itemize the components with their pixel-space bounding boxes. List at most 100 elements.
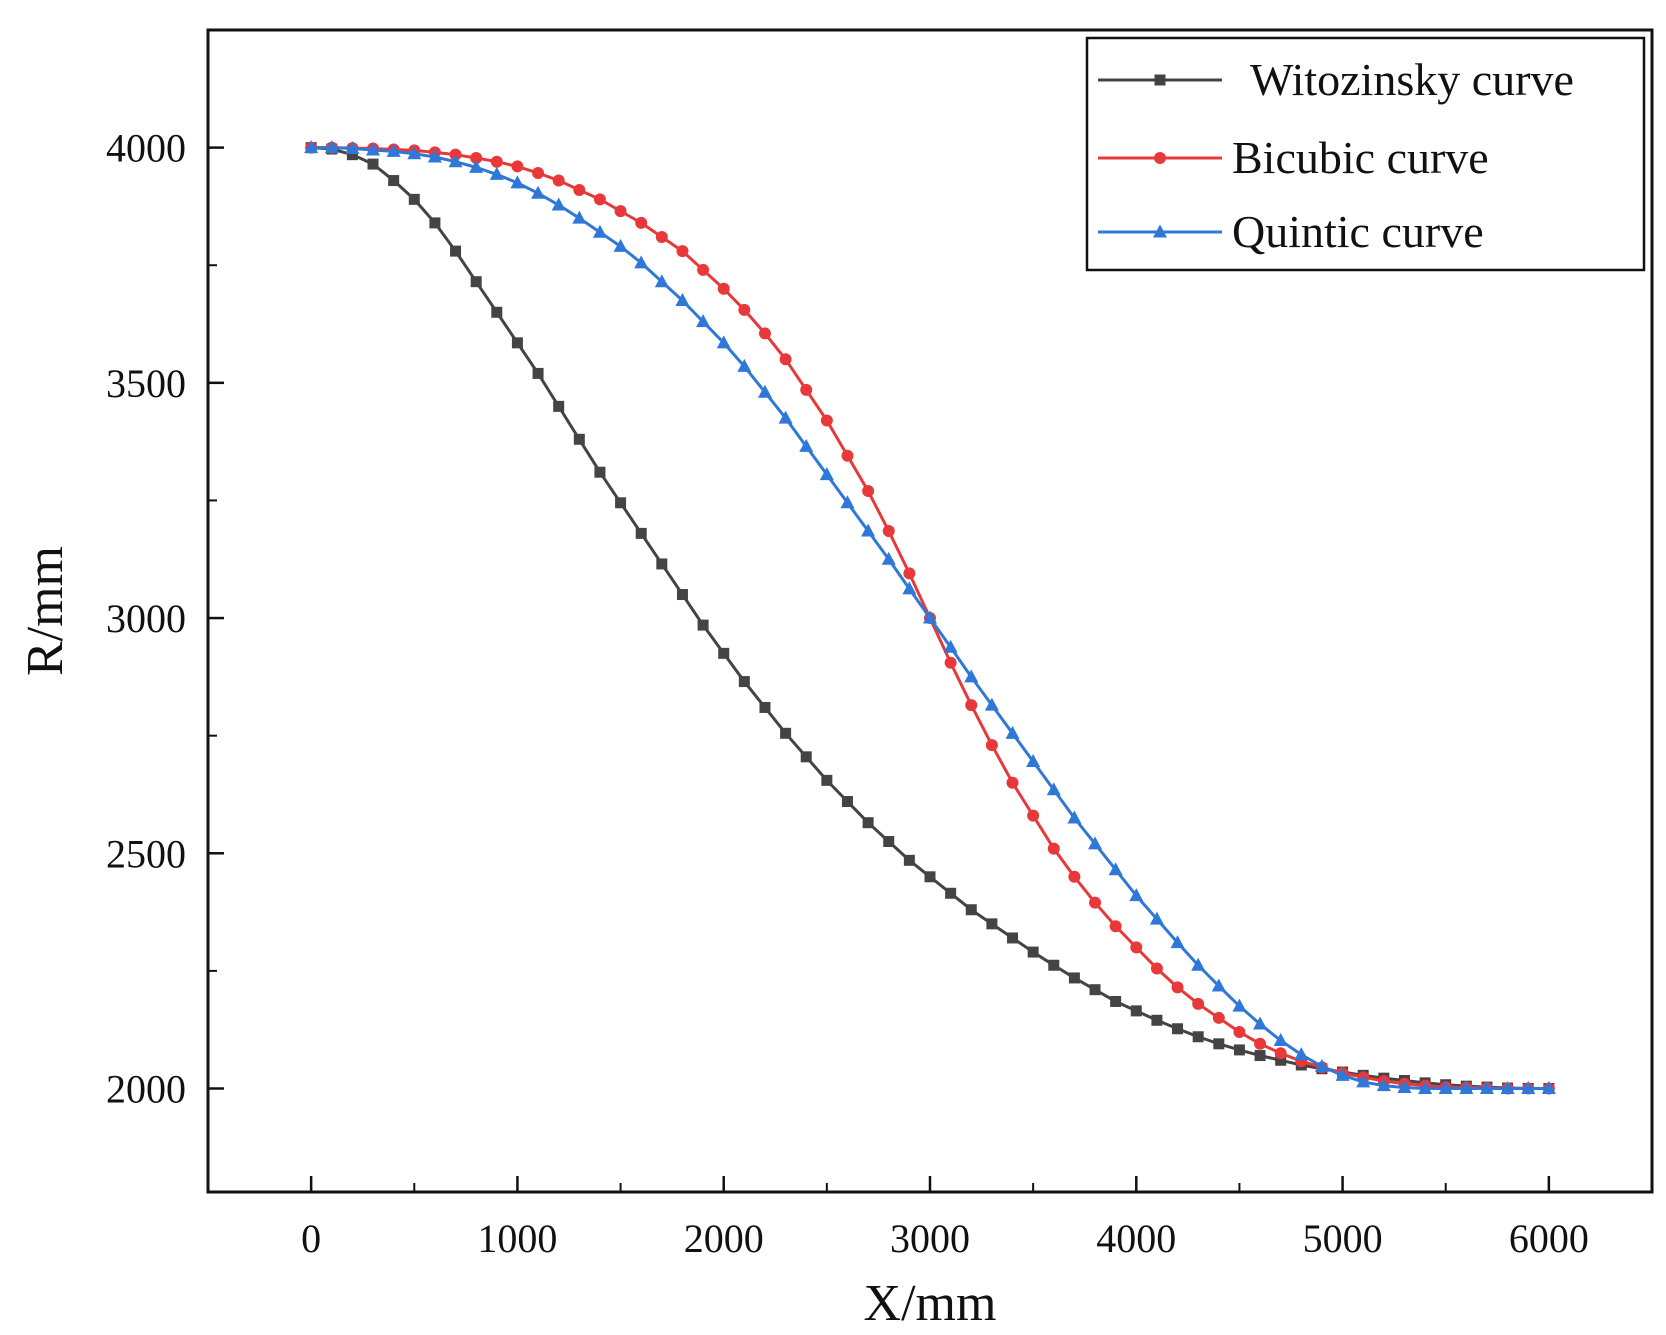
data-point (1047, 842, 1060, 855)
data-point (634, 255, 649, 269)
data-point (592, 224, 607, 238)
data-point (1479, 1081, 1494, 1095)
x-tick-label: 3000 (890, 1216, 970, 1261)
data-point (882, 525, 895, 538)
data-point (862, 817, 874, 829)
data-point (985, 739, 998, 752)
data-point (1192, 1031, 1204, 1043)
data-point (1171, 981, 1184, 994)
data-point (1130, 1005, 1142, 1017)
data-point (511, 337, 523, 349)
data-point (367, 158, 379, 170)
data-point (635, 216, 648, 229)
y-tick-label: 2500 (106, 831, 186, 876)
data-point (427, 149, 442, 163)
data-point (1459, 1081, 1474, 1095)
data-point (716, 335, 731, 349)
data-point (924, 871, 936, 883)
y-axis-label: R/mm (17, 546, 74, 676)
data-point (1356, 1074, 1371, 1088)
data-point (1170, 935, 1185, 949)
data-point (1294, 1047, 1309, 1061)
data-point (1541, 1081, 1556, 1095)
data-point (614, 205, 627, 218)
data-point (470, 151, 483, 164)
data-point (469, 159, 484, 173)
legend-label: Quintic curve (1232, 206, 1484, 257)
y-tick-label: 4000 (106, 126, 186, 171)
data-point (594, 466, 606, 478)
data-point (718, 647, 730, 659)
data-point (448, 154, 463, 168)
data-point (737, 358, 752, 372)
data-point (697, 619, 709, 631)
data-point (759, 701, 771, 713)
x-tick-label: 5000 (1303, 1216, 1383, 1261)
data-point (531, 185, 546, 199)
data-point (902, 581, 917, 595)
data-point (1068, 972, 1080, 984)
data-point (697, 263, 710, 276)
data-point (1254, 1037, 1267, 1050)
data-point (1027, 809, 1040, 822)
data-point (1253, 1016, 1268, 1030)
data-point (1233, 1026, 1246, 1039)
data-point (1005, 725, 1020, 739)
data-point (779, 353, 792, 366)
data-point (532, 367, 544, 379)
series-layer (304, 140, 1556, 1095)
data-point (1088, 836, 1103, 850)
data-point (450, 245, 462, 257)
y-tick-label: 3500 (106, 361, 186, 406)
legend-marker (1153, 224, 1167, 238)
data-point (1418, 1081, 1433, 1095)
data-point (819, 467, 834, 481)
data-point (923, 610, 937, 624)
data-point (1274, 1047, 1287, 1060)
data-point (881, 551, 896, 565)
data-point (861, 523, 876, 537)
data-point (1109, 920, 1122, 933)
x-tick-label: 4000 (1096, 1216, 1176, 1261)
y-tick-label: 3000 (106, 596, 186, 641)
data-point (1048, 959, 1060, 971)
data-point (491, 306, 503, 318)
data-point (615, 497, 627, 509)
data-point (635, 527, 647, 539)
data-point (799, 438, 814, 452)
data-point (1067, 810, 1082, 824)
data-point (572, 210, 587, 224)
data-point (840, 495, 855, 509)
data-point (1130, 941, 1143, 954)
data-point (1213, 1038, 1225, 1050)
data-point (386, 143, 401, 157)
data-point (676, 589, 688, 601)
x-tick-label: 2000 (684, 1216, 764, 1261)
data-point (1007, 932, 1019, 944)
data-point (470, 276, 482, 288)
data-point (862, 485, 875, 498)
data-point (1089, 984, 1101, 996)
data-point (945, 887, 957, 899)
data-point (573, 433, 585, 445)
data-point (345, 141, 360, 155)
x-tick-label: 1000 (477, 1216, 557, 1261)
data-point (717, 282, 730, 295)
y-tick-label: 2000 (106, 1067, 186, 1112)
data-point (1108, 862, 1123, 876)
data-point (965, 699, 978, 712)
data-point (778, 410, 793, 424)
data-point (1397, 1080, 1412, 1094)
data-point (965, 904, 977, 916)
data-point (1026, 754, 1041, 768)
legend-marker (1154, 152, 1166, 164)
data-point (1335, 1067, 1350, 1081)
data-point (490, 155, 503, 168)
data-point (676, 245, 689, 258)
legend-item: Bicubic curve (1098, 132, 1489, 183)
data-point (1129, 888, 1144, 902)
data-point (552, 174, 565, 187)
data-point (1192, 997, 1205, 1010)
axis-ticks: 0 1000 2000 3000 4000 5000 6000 2000 2500 3000 350… (106, 29, 1653, 1261)
